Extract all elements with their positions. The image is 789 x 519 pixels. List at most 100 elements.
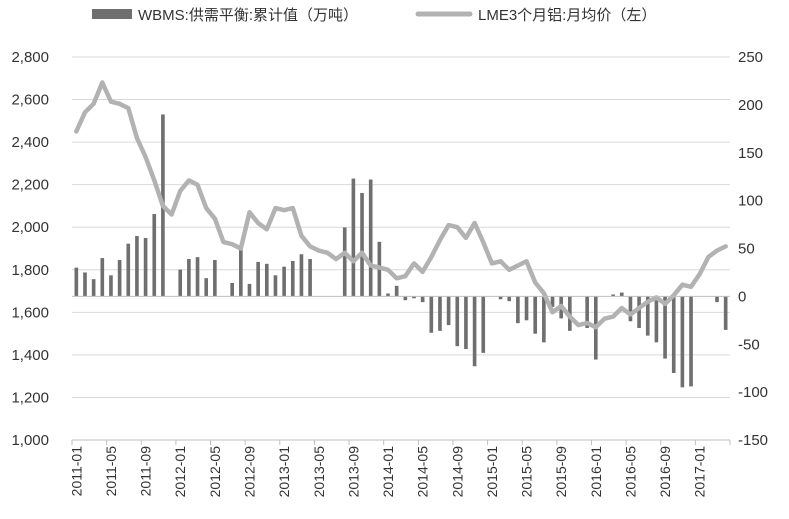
bar [507, 296, 512, 302]
x-tick-label: 2015-09 [553, 446, 569, 498]
right-tick-label: 150 [738, 145, 763, 162]
x-tick-label: 2017-01 [692, 446, 708, 498]
bar [550, 296, 555, 307]
bar-series [74, 114, 728, 388]
bar [498, 296, 503, 300]
bar [74, 267, 79, 297]
legend-bar-swatch [92, 9, 132, 19]
legend: WBMS:供需平衡:累计值（万吨） LME3个月铝:月均价（左） [92, 7, 656, 24]
x-tick-label: 2012-01 [172, 446, 188, 498]
x-tick-label: 2011-01 [68, 446, 84, 497]
bar [143, 237, 148, 297]
bar [135, 236, 139, 297]
x-tick-label: 2016-01 [588, 446, 604, 498]
bar [351, 178, 356, 297]
left-tick-label: 2,200 [11, 177, 49, 194]
left-tick-label: 2,600 [11, 92, 49, 109]
left-tick-label: 2,400 [11, 134, 49, 151]
bar [109, 275, 113, 297]
bar [117, 259, 122, 297]
bar [386, 293, 390, 297]
bar [239, 249, 243, 297]
x-tick-label: 2013-01 [276, 446, 292, 498]
bar [654, 296, 659, 343]
bar [83, 272, 87, 297]
right-tick-label: 200 [738, 97, 763, 114]
left-tick-label: 1,400 [11, 347, 49, 364]
bar [273, 275, 278, 297]
bar [628, 296, 633, 322]
bar [342, 227, 347, 297]
right-tick-label: -100 [738, 384, 768, 401]
legend-bar-label: WBMS:供需平衡:累计值（万吨） [138, 7, 358, 24]
x-tick-label: 2012-09 [241, 446, 257, 498]
bar [680, 296, 685, 388]
bar [195, 257, 200, 297]
bar [533, 296, 538, 334]
bar [187, 259, 191, 297]
right-axis-ticks: -150 -100 -50 0 50 100 150 200 250 [738, 49, 768, 449]
bar [360, 192, 364, 297]
bar [663, 296, 667, 359]
bar [247, 283, 252, 297]
bar [542, 296, 546, 343]
bar [645, 296, 650, 336]
bar [126, 243, 131, 297]
x-tick-label: 2013-09 [345, 446, 361, 498]
bar [671, 296, 676, 373]
right-tick-label: 0 [738, 288, 746, 305]
right-tick-label: -50 [738, 336, 760, 353]
bar [299, 254, 304, 297]
bar [619, 292, 624, 297]
bar [152, 214, 157, 297]
left-tick-label: 1,600 [11, 304, 49, 321]
gridlines [72, 56, 730, 398]
bar [394, 285, 399, 297]
bar [472, 296, 477, 367]
bar [256, 261, 260, 297]
x-axis-ticks: 2011-01 2011-05 2011-09 2012-01 2012-05 2012-… [68, 440, 731, 498]
price-line [74, 80, 728, 330]
x-tick-label: 2014-09 [449, 446, 465, 498]
bar [412, 296, 416, 299]
bar [723, 296, 728, 330]
x-tick-label: 2013-05 [311, 446, 327, 498]
left-axis-ticks: 1,000 1,200 1,400 1,600 1,800 2,000 2,200 2,400… [11, 49, 49, 449]
legend-line-label: LME3个月铝:月均价（左） [478, 7, 656, 24]
bar [403, 296, 408, 301]
x-tick-label: 2015-01 [484, 446, 500, 498]
bar [230, 282, 234, 297]
bar [446, 296, 451, 326]
x-tick-label: 2014-05 [415, 446, 431, 498]
left-tick-label: 1,000 [11, 432, 49, 449]
bar [290, 260, 295, 297]
x-tick-label: 2014-01 [380, 446, 396, 498]
bar [91, 279, 96, 297]
bar [264, 263, 269, 297]
bar [308, 259, 312, 297]
bar [524, 296, 529, 321]
right-tick-label: 100 [738, 193, 763, 210]
bar [438, 296, 442, 331]
right-tick-label: 50 [738, 241, 755, 258]
line-series [74, 80, 728, 330]
bar [420, 296, 425, 303]
x-tick-label: 2011-09 [138, 446, 154, 497]
bar [100, 258, 105, 297]
left-tick-label: 2,000 [11, 219, 49, 236]
right-tick-label: -150 [738, 432, 768, 449]
bar [204, 278, 209, 297]
bar [689, 296, 693, 387]
x-tick-label: 2011-05 [103, 446, 119, 497]
bar [455, 296, 460, 347]
bar [585, 296, 589, 328]
bar [481, 296, 486, 353]
bar [516, 296, 520, 324]
bar [429, 296, 434, 333]
bar [368, 179, 373, 297]
left-tick-label: 2,800 [11, 49, 49, 66]
left-tick-label: 1,200 [11, 389, 49, 406]
x-tick-label: 2012-05 [207, 446, 223, 498]
axes [72, 295, 730, 441]
